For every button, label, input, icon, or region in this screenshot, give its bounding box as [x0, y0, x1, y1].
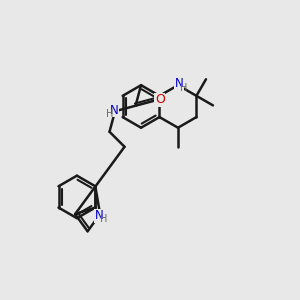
Text: N: N — [175, 77, 184, 90]
Text: H: H — [180, 82, 188, 92]
Text: H: H — [100, 214, 107, 224]
Text: N: N — [110, 104, 119, 117]
Text: N: N — [94, 209, 103, 222]
Text: O: O — [155, 93, 165, 106]
Text: H: H — [106, 109, 114, 119]
